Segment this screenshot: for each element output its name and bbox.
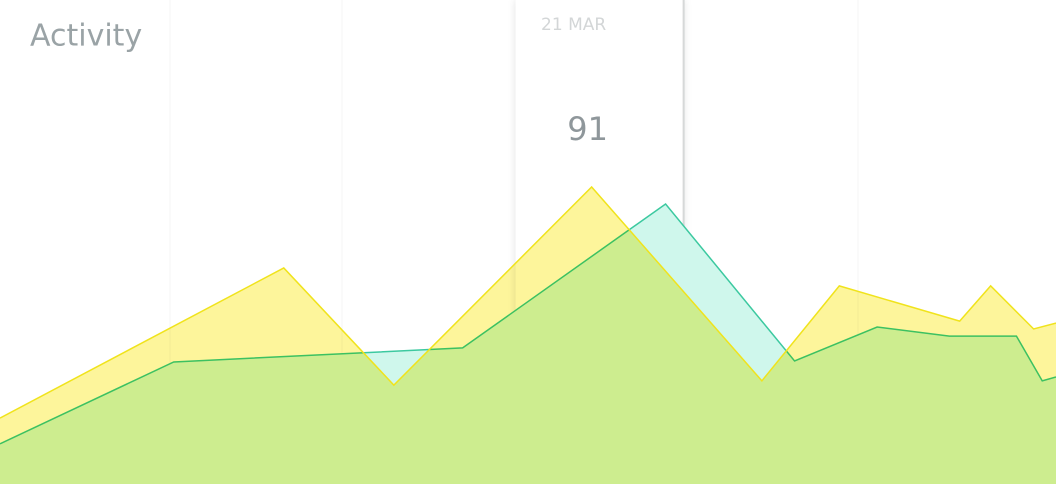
hover-value: 91 xyxy=(567,110,608,148)
areas xyxy=(0,185,1056,484)
chart-title: Activity xyxy=(30,19,142,54)
area-fill xyxy=(0,187,1056,484)
hover-date: 21 MAR xyxy=(541,15,606,35)
area-line xyxy=(0,185,1056,419)
